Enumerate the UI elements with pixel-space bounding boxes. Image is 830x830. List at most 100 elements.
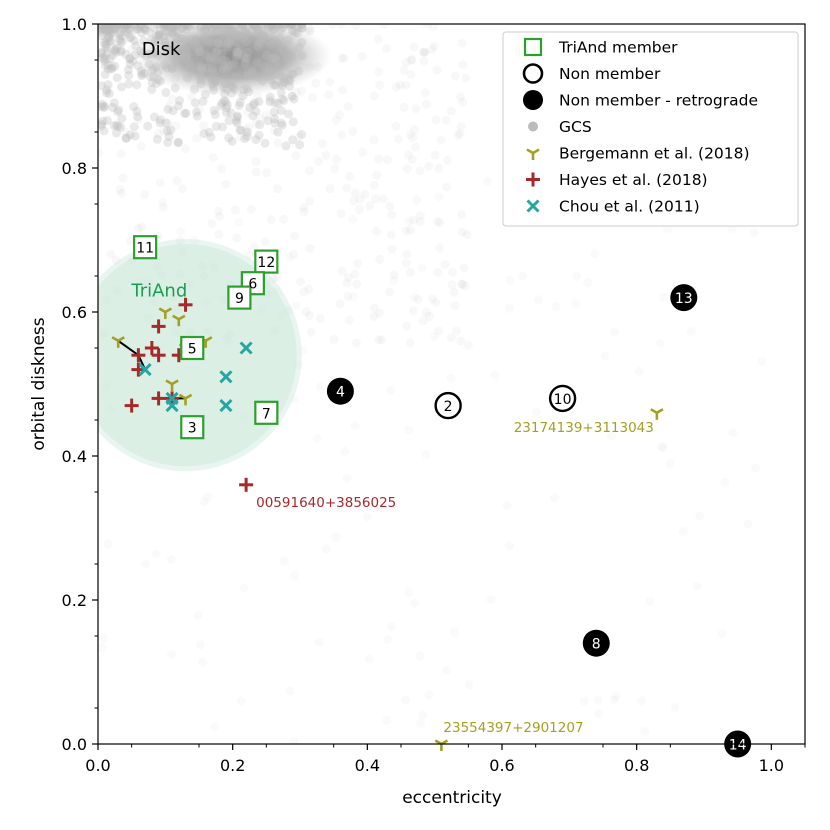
- gcs-point: [99, 37, 109, 47]
- gcs-point: [383, 635, 393, 645]
- gcs-point: [272, 24, 282, 32]
- gcs-point: [98, 148, 104, 158]
- chou-point: [219, 399, 233, 413]
- gcs-point: [284, 109, 294, 119]
- chou-point: [165, 399, 179, 413]
- gcs-point: [678, 526, 688, 536]
- gcs-point: [136, 66, 146, 76]
- gcs-point: [107, 63, 117, 73]
- gcs-point: [286, 501, 296, 511]
- gcs-point: [170, 83, 180, 93]
- gcs-point: [343, 272, 353, 282]
- gcs-point: [265, 92, 275, 102]
- gcs-point: [155, 178, 165, 188]
- gcs-point: [209, 105, 219, 115]
- gcs-point: [229, 29, 239, 39]
- gcs-point: [232, 118, 242, 128]
- gcs-point: [155, 30, 165, 40]
- gcs-point: [373, 34, 383, 44]
- gcs-point: [231, 51, 241, 61]
- triand-member-id: 9: [235, 291, 244, 307]
- gcs-point: [197, 64, 207, 74]
- gcs-point: [536, 722, 546, 732]
- gcs-point: [369, 91, 379, 101]
- gcs-point: [456, 92, 466, 102]
- gcs-point: [98, 27, 107, 37]
- gcs-point: [452, 326, 462, 336]
- gcs-point: [280, 24, 290, 29]
- triand-member-marker: [227, 285, 252, 310]
- gcs-point: [420, 47, 430, 57]
- gcs-point: [161, 41, 171, 51]
- gcs-point: [290, 231, 300, 241]
- gcs-point: [255, 120, 265, 130]
- gcs-point: [181, 45, 191, 55]
- gcs-point: [421, 307, 431, 317]
- gcs-point: [135, 46, 145, 56]
- gcs-point: [268, 24, 278, 29]
- gcs-point: [427, 293, 437, 303]
- gcs-point: [271, 56, 281, 66]
- gcs-point: [391, 82, 401, 92]
- gcs-point: [212, 46, 222, 56]
- gcs-point: [311, 78, 321, 88]
- gcs-point: [164, 101, 174, 111]
- gcs-point: [402, 164, 412, 174]
- gcs-point: [166, 555, 176, 565]
- gcs-point: [457, 279, 467, 289]
- gcs-point: [224, 36, 234, 46]
- gcs-point: [305, 165, 315, 175]
- gcs-point: [201, 24, 211, 32]
- gcs-point: [168, 28, 178, 38]
- gcs-point: [228, 25, 238, 35]
- gcs-point: [486, 595, 496, 605]
- gcs-point: [199, 497, 209, 507]
- gcs-point: [247, 68, 257, 78]
- gcs-point: [419, 48, 429, 58]
- gcs-point: [116, 28, 126, 38]
- gcs-point: [406, 225, 416, 235]
- gcs-point: [266, 39, 276, 49]
- gcs-point: [593, 709, 603, 719]
- bergemann-point: [650, 408, 664, 420]
- gcs-point: [280, 24, 290, 29]
- gcs-point: [220, 79, 230, 89]
- gcs-point: [178, 24, 188, 32]
- gcs-point: [247, 24, 257, 29]
- gcs-point: [440, 260, 450, 270]
- gcs-point: [115, 184, 125, 194]
- gcs-point: [197, 62, 207, 72]
- gcs-point: [136, 24, 146, 31]
- gcs-point: [170, 74, 180, 84]
- gcs-point: [163, 118, 173, 128]
- bergemann-point: [158, 307, 173, 319]
- legend-marker-plus: [526, 172, 540, 187]
- gcs-point: [155, 115, 165, 125]
- gcs-point: [210, 77, 220, 87]
- gcs-point: [337, 130, 347, 140]
- gcs-point: [163, 24, 173, 30]
- gcs-point: [184, 58, 194, 68]
- gcs-point: [98, 24, 107, 29]
- hayes-point: [239, 477, 254, 492]
- gcs-point: [122, 24, 132, 30]
- x-stroke-b: [526, 199, 540, 213]
- legend-box: [502, 31, 799, 227]
- gcs-point: [105, 25, 115, 35]
- gcs-point: [170, 24, 180, 31]
- gcs-point: [407, 54, 417, 64]
- gcs-point: [314, 637, 324, 647]
- gcs-point: [161, 118, 171, 128]
- gcs-point: [101, 24, 111, 32]
- gcs-point: [284, 76, 294, 86]
- gcs-point: [154, 31, 164, 41]
- gcs-point: [287, 48, 297, 58]
- gcs-point: [424, 161, 434, 171]
- gcs-point: [372, 170, 382, 180]
- gcs-point: [291, 24, 301, 31]
- gcs-point: [343, 102, 353, 112]
- gcs-point: [458, 97, 468, 107]
- gcs-point: [155, 29, 165, 39]
- gcs-point: [409, 215, 419, 225]
- gcs-point: [116, 45, 126, 55]
